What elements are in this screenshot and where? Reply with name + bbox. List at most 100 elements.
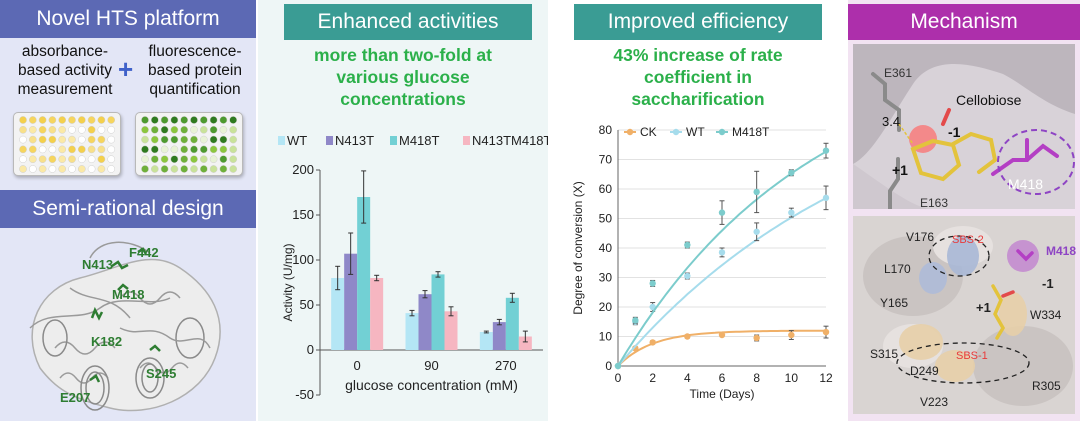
plate-well	[199, 125, 208, 134]
residue-label: E207	[60, 390, 91, 405]
plate-well	[107, 155, 116, 164]
plate-well	[77, 165, 86, 173]
text-line: quantification	[149, 81, 241, 98]
text-line: measurement	[17, 81, 113, 98]
plate-well	[150, 155, 159, 164]
fluorescence-plate-image	[135, 112, 243, 176]
mechanism-label: M418	[1046, 244, 1077, 258]
x-tick-label: 8	[753, 371, 760, 385]
data-point	[684, 272, 691, 280]
text-line: concentrations	[340, 89, 466, 109]
plate-well	[219, 155, 228, 164]
cellobiose-binding-image	[853, 44, 1075, 209]
mechanism-label: L170	[884, 262, 911, 276]
plate-well	[180, 116, 189, 124]
bar	[405, 313, 419, 350]
plate-well	[150, 116, 159, 124]
plate-well	[87, 165, 96, 173]
residue-label: K182	[91, 334, 123, 349]
plate-well	[58, 145, 67, 154]
data-point	[753, 334, 760, 342]
bar	[444, 311, 458, 350]
plate-well	[38, 125, 47, 134]
plate-well	[229, 135, 238, 144]
x-tick-label: 10	[785, 371, 799, 385]
text-line: coefficient in	[644, 67, 752, 87]
data-point	[684, 333, 691, 340]
data-point	[632, 317, 639, 324]
plate-well	[77, 155, 86, 164]
plate-well	[190, 165, 198, 173]
plate-well	[150, 145, 159, 154]
plate-well	[219, 135, 228, 144]
legend-marker	[672, 128, 680, 136]
protein-structure-image	[29, 241, 221, 412]
plate-well	[170, 145, 179, 154]
plate-well	[97, 125, 106, 134]
plate-well	[38, 135, 47, 144]
plate-well	[180, 145, 189, 154]
plate-well	[229, 125, 238, 134]
plate-well	[48, 165, 57, 173]
x-tick-label: 12	[819, 371, 833, 385]
text-line: absorbance-	[21, 43, 109, 60]
legend-label: WT	[287, 133, 307, 148]
plate-well	[150, 135, 159, 144]
plate-well	[229, 155, 238, 164]
plate-well	[48, 116, 57, 124]
plate-well	[160, 145, 169, 154]
plate-well	[209, 125, 218, 134]
mechanism-label: V223	[920, 395, 949, 409]
plate-well	[219, 125, 228, 134]
text-line: various glucose	[336, 67, 470, 87]
plate-well	[180, 125, 189, 134]
plate-well	[141, 116, 149, 124]
plate-well	[141, 135, 149, 144]
plate-well	[190, 145, 198, 154]
plate-well	[68, 145, 76, 154]
legend-label: M418T	[399, 133, 440, 148]
plate-well	[28, 125, 37, 134]
plate-well	[199, 135, 208, 144]
plate-well	[219, 165, 228, 173]
binding-pocket-surface-image	[853, 216, 1075, 414]
plate-well	[28, 155, 37, 164]
data-point	[822, 328, 830, 336]
plate-well	[97, 135, 106, 144]
y-tick-label: 50	[599, 212, 613, 226]
mechanism-label: M418	[1008, 176, 1044, 192]
legend-swatch	[463, 136, 470, 145]
plate-well	[170, 155, 179, 164]
semi-rational-title: Semi-rational design	[0, 190, 256, 228]
plate-well	[180, 165, 189, 173]
plate-well	[68, 125, 76, 134]
mechanism-label: D249	[910, 364, 939, 378]
plate-well	[87, 145, 96, 154]
hts-absorbance-text: absorbance- based activity measurement	[6, 42, 124, 99]
text-line: based activity	[18, 62, 112, 79]
text-line: more than two-fold at	[314, 45, 492, 65]
data-point	[753, 228, 760, 235]
efficiency-title: Improved efficiency	[574, 4, 822, 40]
y-tick-label: 0	[605, 359, 612, 373]
y-tick-label: 100	[292, 252, 314, 267]
mechanism-label: E163	[920, 196, 949, 210]
plate-well	[19, 125, 27, 134]
data-point	[788, 331, 795, 339]
data-point	[614, 362, 622, 370]
plate-well	[58, 155, 67, 164]
plate-well	[209, 135, 218, 144]
legend-marker	[626, 128, 634, 136]
plate-well	[170, 116, 179, 124]
plate-well	[58, 165, 67, 173]
plate-well	[190, 116, 198, 124]
mechanism-label: V176	[906, 230, 935, 244]
mechanism-label: W334	[1030, 308, 1062, 322]
plate-well	[48, 135, 57, 144]
text-line: 43% increase of rate	[613, 45, 783, 65]
plate-well	[209, 116, 218, 124]
plate-well	[229, 145, 238, 154]
plate-well	[141, 125, 149, 134]
plate-well	[180, 155, 189, 164]
y-tick-label: 60	[599, 182, 613, 196]
